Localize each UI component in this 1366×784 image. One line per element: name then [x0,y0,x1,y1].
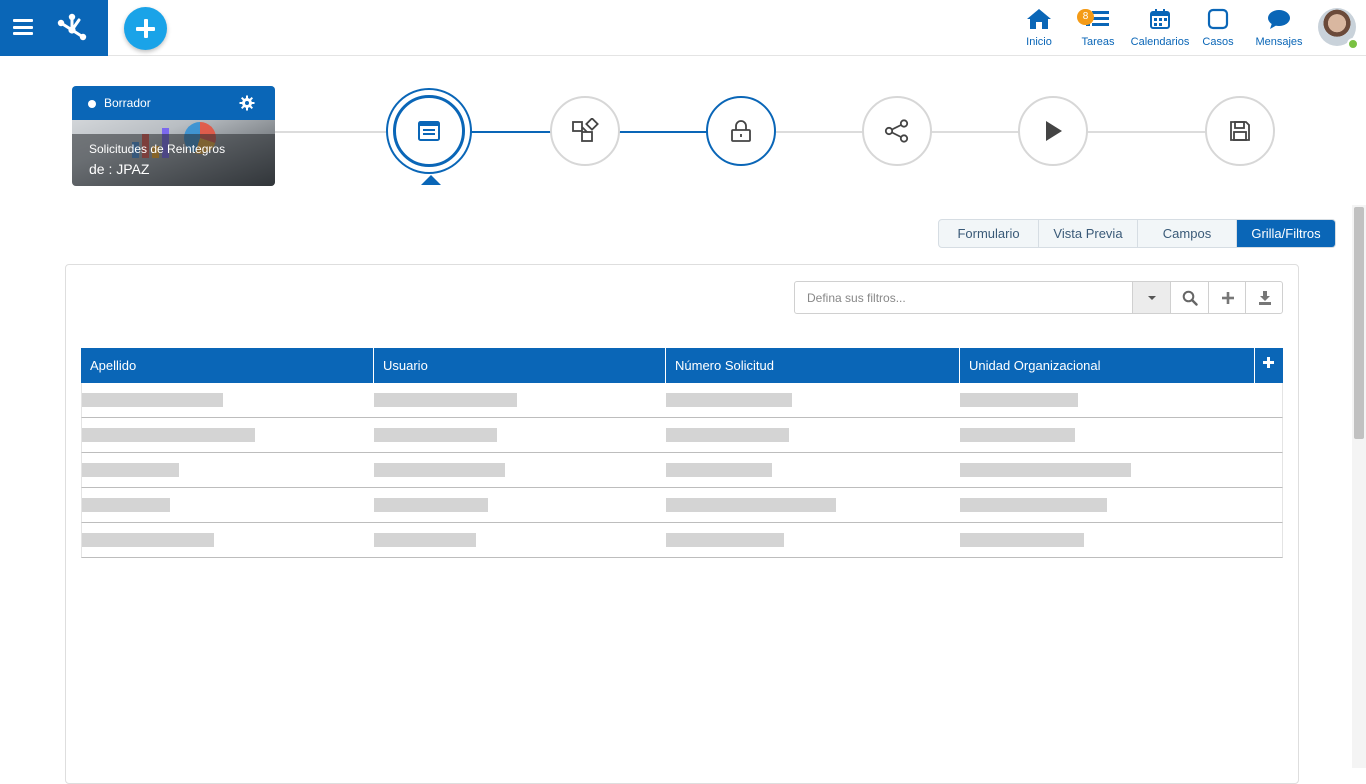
cell-placeholder [960,498,1107,512]
cell-placeholder [82,428,255,442]
gear-icon[interactable] [239,95,255,111]
step-security[interactable] [706,96,776,166]
nav-inicio[interactable]: Inicio [1020,8,1058,50]
home-icon [1027,9,1051,29]
nav-label: Calendarios [1130,36,1190,48]
cell-placeholder [960,393,1078,407]
cell-placeholder [82,498,170,512]
card-overlay [72,134,275,186]
card-status: Borrador [104,96,151,110]
cell-placeholder [374,428,497,442]
play-icon [1046,121,1062,141]
top-bar: Inicio Tareas 8 Calendarios Casos [0,0,1366,56]
tab-formulario[interactable]: Formulario [939,220,1039,247]
add-column-button[interactable] [1254,348,1283,383]
cell-placeholder [82,463,179,477]
table-row [81,488,1283,523]
process-card[interactable]: Borrador Solicitudes de Reintegros de : … [72,86,275,186]
table-row [81,453,1283,488]
plus-icon [1221,291,1234,304]
cell-placeholder [666,428,789,442]
cell-placeholder [960,533,1084,547]
column-header-apellido[interactable]: Apellido [81,348,374,383]
filter-bar [794,281,1283,314]
data-grid: Apellido Usuario Número Solicitud Unidad… [81,348,1283,558]
cell-placeholder [960,463,1131,477]
view-tabs: Formulario Vista Previa Campos Grilla/Fi… [938,219,1336,248]
search-button[interactable] [1170,282,1208,313]
search-icon [1182,290,1198,306]
cell-placeholder [374,498,488,512]
step-share[interactable] [862,96,932,166]
lock-icon [731,120,751,142]
cell-placeholder [374,393,517,407]
filter-dropdown-button[interactable] [1132,282,1170,313]
nav-mensajes[interactable]: Mensajes [1253,8,1305,50]
tab-campos[interactable]: Campos [1138,220,1237,247]
step-shapes[interactable] [550,96,620,166]
tab-vista-previa[interactable]: Vista Previa [1039,220,1138,247]
add-button[interactable] [124,7,167,50]
add-filter-button[interactable] [1208,282,1246,313]
cell-placeholder [374,533,476,547]
step-form[interactable] [393,95,465,167]
nav-label: Mensajes [1255,36,1303,48]
caret-down-icon [1147,295,1156,300]
column-header-unidad-organizacional[interactable]: Unidad Organizacional [960,348,1255,383]
tasks-count-badge: 8 [1077,9,1094,25]
stepper-connector [275,131,390,133]
cell-placeholder [666,498,836,512]
step-run[interactable] [1018,96,1088,166]
calendar-icon [1150,9,1170,29]
cell-placeholder [666,393,792,407]
brand-block [0,0,108,56]
active-step-caret-icon [421,175,441,185]
nav-label: Tareas [1081,36,1115,48]
nav-label: Inicio [1026,36,1052,48]
card-header: Borrador [72,86,275,120]
scrollbar-thumb[interactable] [1354,207,1364,439]
status-dot-icon [88,100,96,108]
step-save[interactable] [1205,96,1275,166]
cases-icon [1207,8,1229,30]
shapes-icon [572,118,599,142]
cell-placeholder [82,393,223,407]
save-icon [1230,121,1250,141]
nav-label: Casos [1202,36,1234,48]
card-title: Solicitudes de Reintegros [89,142,226,156]
column-header-usuario[interactable]: Usuario [374,348,666,383]
messages-icon [1268,10,1290,29]
cell-placeholder [666,463,772,477]
cell-placeholder [374,463,505,477]
download-icon [1258,290,1271,305]
filter-input[interactable] [795,282,1132,313]
form-icon [418,121,440,141]
menu-icon[interactable] [13,19,33,35]
nav-calendarios[interactable]: Calendarios [1129,8,1191,50]
cell-placeholder [666,533,784,547]
share-icon [884,119,909,143]
grid-header: Apellido Usuario Número Solicitud Unidad… [81,348,1283,383]
stepper-connector [776,131,1206,133]
table-row [81,523,1283,558]
table-row [81,418,1283,453]
online-status-indicator [1347,38,1359,50]
card-subtitle: de : JPAZ [89,161,150,177]
logo-icon[interactable] [52,8,92,48]
download-button[interactable] [1245,282,1283,313]
nav-casos[interactable]: Casos [1201,8,1235,50]
table-row [81,383,1283,418]
cell-placeholder [82,533,214,547]
column-header-numero-solicitud[interactable]: Número Solicitud [666,348,960,383]
cell-placeholder [960,428,1075,442]
tab-grilla-filtros[interactable]: Grilla/Filtros [1237,220,1335,247]
